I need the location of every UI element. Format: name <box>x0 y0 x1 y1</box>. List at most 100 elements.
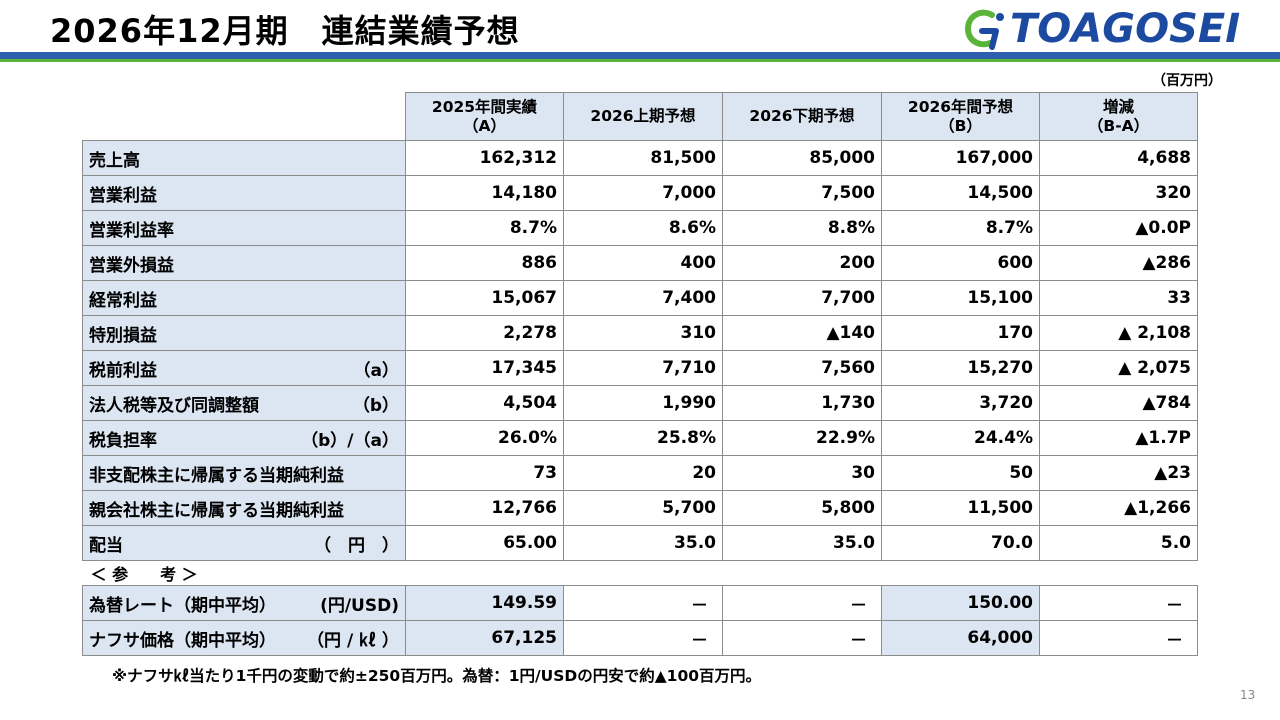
row-label-text: 為替レート（期中平均） <box>89 595 276 616</box>
table-row: 売上高 162,312 81,500 85,000 167,000 4,688 <box>82 140 1198 176</box>
row-label: 特別損益 <box>82 315 406 351</box>
table-cell: ▲ 2,108 <box>1039 315 1198 351</box>
corner-cell <box>83 93 406 141</box>
table-cell: 310 <box>563 315 723 351</box>
table-cell: ▲ 2,075 <box>1039 350 1198 386</box>
table-row: 特別損益 2,278 310 ▲140 170 ▲ 2,108 <box>82 315 1198 351</box>
row-label-text: 配当 <box>89 535 123 556</box>
table-cell: 170 <box>881 315 1040 351</box>
table-cell: 8.8% <box>722 210 882 246</box>
table-row: 非支配株主に帰属する当期純利益 73 20 30 50 ▲23 <box>82 455 1198 491</box>
table-cell: ▲140 <box>722 315 882 351</box>
row-label-text: 税負担率 <box>89 430 157 451</box>
table-cell: 886 <box>405 245 564 281</box>
table-cell: 14,500 <box>881 175 1040 211</box>
column-header: 増減 （B-A） <box>1039 92 1198 141</box>
reference-heading: ＜ 参 考 ＞ <box>90 565 198 584</box>
row-label: 配当 （ 円 ） <box>82 525 406 561</box>
logo-text: TOAGOSEI <box>1010 6 1241 52</box>
page-title: 2026年12月期 連結業績予想 <box>50 12 520 50</box>
table-cell: 167,000 <box>881 140 1040 176</box>
table-row: ナフサ価格（期中平均） （円 / ㎘ ） 67,125 －－ 64,000 － <box>82 620 1198 656</box>
table-row: 法人税等及び同調整額 （b） 4,504 1,990 1,730 3,720 ▲784 <box>82 385 1198 421</box>
table-cell: － <box>563 620 723 656</box>
table-cell: 85,000 <box>722 140 882 176</box>
table-cell: 73 <box>405 455 564 491</box>
table-cell: ▲0.0P <box>1039 210 1198 246</box>
header-rule-blue <box>0 52 1280 59</box>
table-cell: 7,000 <box>563 175 723 211</box>
table-cell: － <box>1039 620 1198 656</box>
page-number: 13 <box>1240 688 1256 702</box>
table-row: 営業利益 14,180 7,000 7,500 14,500 320 <box>82 175 1198 211</box>
row-label-text: 営業利益率 <box>89 220 174 241</box>
row-label-suffix: (円/USD) <box>320 595 399 616</box>
table-cell: 162,312 <box>405 140 564 176</box>
table-row: 営業外損益 886 400 200 600 ▲286 <box>82 245 1198 281</box>
table-cell: 17,345 <box>405 350 564 386</box>
table-cell: 320 <box>1039 175 1198 211</box>
table-cell: 7,700 <box>722 280 882 316</box>
table-cell: ▲1.7P <box>1039 420 1198 456</box>
row-label-text: 営業利益 <box>89 185 157 206</box>
table-row: 税前利益 （a） 17,345 7,710 7,560 15,270 ▲ 2,075 <box>82 350 1198 386</box>
table-cell: 7,710 <box>563 350 723 386</box>
table-cell: 2,278 <box>405 315 564 351</box>
table-cell: 149.59 <box>405 585 564 621</box>
header-rule-green <box>0 59 1280 62</box>
table-cell: － <box>722 620 882 656</box>
row-label-text: 売上高 <box>89 150 140 171</box>
row-label: 為替レート（期中平均） (円/USD) <box>82 585 406 621</box>
table-cell: 8.7% <box>405 210 564 246</box>
table-row: 為替レート（期中平均） (円/USD) 149.59 －－ 150.00 － <box>82 585 1198 621</box>
table-cell: 600 <box>881 245 1040 281</box>
unit-label: （百万円） <box>1152 73 1222 89</box>
reference-heading-row: ＜ 参 考 ＞ <box>83 561 1198 586</box>
table-cell: 12,766 <box>405 490 564 526</box>
table-cell: 7,500 <box>722 175 882 211</box>
table-cell: 24.4% <box>881 420 1040 456</box>
row-label-suffix: （円 / ㎘ ） <box>307 630 399 651</box>
row-label-text: 経常利益 <box>89 290 157 311</box>
forecast-table: 2025年間実績 （A） 2026上期予想 2026下期予想 2026年間予想 （B… <box>82 92 1198 656</box>
table-row: 配当（ 円 ） 65.00 35.0 35.0 70.0 5.0 <box>82 525 1198 561</box>
row-label: ナフサ価格（期中平均） （円 / ㎘ ） <box>82 620 406 656</box>
table-cell: ▲23 <box>1039 455 1198 491</box>
table-cell: 1,730 <box>722 385 882 421</box>
table-cell: － <box>563 585 723 621</box>
table-cell: 5.0 <box>1039 525 1198 561</box>
table-cell: 4,688 <box>1039 140 1198 176</box>
table-cell: 5,700 <box>563 490 723 526</box>
row-label-text: ナフサ価格（期中平均） <box>89 630 276 651</box>
row-label-text: 特別損益 <box>89 325 157 346</box>
row-label-text: 法人税等及び同調整額 <box>89 395 259 416</box>
table-cell: 35.0 <box>722 525 882 561</box>
toagosei-logo-icon <box>964 9 1004 50</box>
table-row: 営業利益率 8.7% 8.6% 8.8% 8.7% ▲0.0P <box>82 210 1198 246</box>
table-cell: 15,270 <box>881 350 1040 386</box>
table-cell: 150.00 <box>881 585 1040 621</box>
table-cell: 25.8% <box>563 420 723 456</box>
table-cell: 20 <box>563 455 723 491</box>
table-cell: ▲784 <box>1039 385 1198 421</box>
row-label: 営業利益率 <box>82 210 406 246</box>
row-label: 税負担率 （b）/（a） <box>82 420 406 456</box>
table-cell: 70.0 <box>881 525 1040 561</box>
row-label: 非支配株主に帰属する当期純利益 <box>82 455 406 491</box>
table-cell: 5,800 <box>722 490 882 526</box>
row-label-suffix: （ 円 ） <box>314 535 399 556</box>
table-cell: 200 <box>722 245 882 281</box>
row-label-suffix: （a） <box>353 360 399 381</box>
table-cell: 22.9% <box>722 420 882 456</box>
table-cell: 35.0 <box>563 525 723 561</box>
table-cell: 3,720 <box>881 385 1040 421</box>
row-label: 税前利益 （a） <box>82 350 406 386</box>
column-header: 2025年間実績 （A） <box>405 92 564 141</box>
column-header: 2026年間予想 （B） <box>881 92 1040 141</box>
table-row: 経常利益 15,067 7,400 7,700 15,100 33 <box>82 280 1198 316</box>
header-row: 2025年間実績 （A） 2026上期予想 2026下期予想 2026年間予想 （B… <box>83 92 1198 141</box>
table-cell: 7,400 <box>563 280 723 316</box>
row-label-text: 非支配株主に帰属する当期純利益 <box>89 465 344 486</box>
table-cell: 33 <box>1039 280 1198 316</box>
table-cell: － <box>722 585 882 621</box>
